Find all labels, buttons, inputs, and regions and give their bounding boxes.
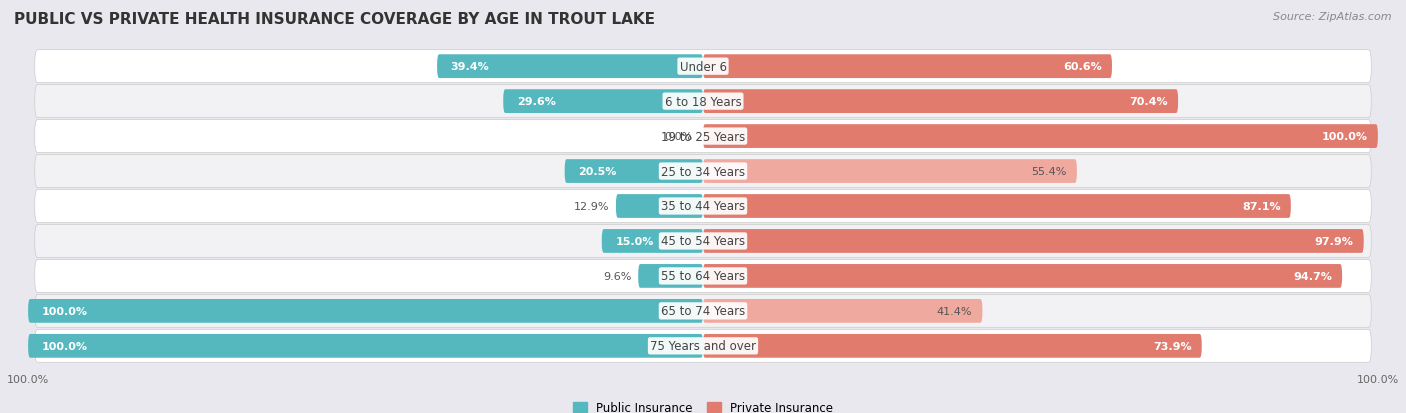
Text: Source: ZipAtlas.com: Source: ZipAtlas.com xyxy=(1274,12,1392,22)
Text: 100.0%: 100.0% xyxy=(42,341,87,351)
Text: Under 6: Under 6 xyxy=(679,61,727,74)
FancyBboxPatch shape xyxy=(35,260,1371,293)
Text: 70.4%: 70.4% xyxy=(1129,97,1168,107)
FancyBboxPatch shape xyxy=(35,330,1371,362)
FancyBboxPatch shape xyxy=(35,120,1371,153)
Text: 25 to 34 Years: 25 to 34 Years xyxy=(661,165,745,178)
FancyBboxPatch shape xyxy=(437,55,703,79)
Text: 60.6%: 60.6% xyxy=(1063,62,1102,72)
Text: 97.9%: 97.9% xyxy=(1315,236,1354,247)
FancyBboxPatch shape xyxy=(703,90,1178,114)
FancyBboxPatch shape xyxy=(703,334,1202,358)
FancyBboxPatch shape xyxy=(35,85,1371,118)
FancyBboxPatch shape xyxy=(703,264,1343,288)
FancyBboxPatch shape xyxy=(703,195,1291,218)
Text: 65 to 74 Years: 65 to 74 Years xyxy=(661,305,745,318)
Text: 9.6%: 9.6% xyxy=(603,271,631,281)
Text: 87.1%: 87.1% xyxy=(1241,202,1281,211)
FancyBboxPatch shape xyxy=(503,90,703,114)
FancyBboxPatch shape xyxy=(703,55,1112,79)
FancyBboxPatch shape xyxy=(28,334,703,358)
FancyBboxPatch shape xyxy=(35,225,1371,258)
FancyBboxPatch shape xyxy=(703,160,1077,183)
FancyBboxPatch shape xyxy=(28,299,703,323)
Text: 94.7%: 94.7% xyxy=(1294,271,1331,281)
FancyBboxPatch shape xyxy=(602,230,703,253)
FancyBboxPatch shape xyxy=(616,195,703,218)
Text: 6 to 18 Years: 6 to 18 Years xyxy=(665,95,741,108)
Text: 75 Years and over: 75 Years and over xyxy=(650,339,756,352)
Text: 20.5%: 20.5% xyxy=(578,166,616,177)
FancyBboxPatch shape xyxy=(35,155,1371,188)
FancyBboxPatch shape xyxy=(703,230,1364,253)
Text: 73.9%: 73.9% xyxy=(1153,341,1192,351)
FancyBboxPatch shape xyxy=(35,295,1371,328)
Text: 12.9%: 12.9% xyxy=(574,202,609,211)
FancyBboxPatch shape xyxy=(638,264,703,288)
Text: 29.6%: 29.6% xyxy=(517,97,555,107)
FancyBboxPatch shape xyxy=(565,160,703,183)
Text: PUBLIC VS PRIVATE HEALTH INSURANCE COVERAGE BY AGE IN TROUT LAKE: PUBLIC VS PRIVATE HEALTH INSURANCE COVER… xyxy=(14,12,655,27)
Text: 35 to 44 Years: 35 to 44 Years xyxy=(661,200,745,213)
Text: 55 to 64 Years: 55 to 64 Years xyxy=(661,270,745,283)
Text: 45 to 54 Years: 45 to 54 Years xyxy=(661,235,745,248)
FancyBboxPatch shape xyxy=(35,190,1371,223)
Legend: Public Insurance, Private Insurance: Public Insurance, Private Insurance xyxy=(572,401,834,413)
Text: 100.0%: 100.0% xyxy=(1322,132,1368,142)
Text: 0.0%: 0.0% xyxy=(665,132,693,142)
Text: 19 to 25 Years: 19 to 25 Years xyxy=(661,130,745,143)
Text: 100.0%: 100.0% xyxy=(42,306,87,316)
FancyBboxPatch shape xyxy=(35,51,1371,83)
FancyBboxPatch shape xyxy=(703,125,1378,149)
Text: 15.0%: 15.0% xyxy=(616,236,654,247)
FancyBboxPatch shape xyxy=(703,299,983,323)
Text: 39.4%: 39.4% xyxy=(450,62,489,72)
Text: 41.4%: 41.4% xyxy=(936,306,973,316)
Text: 55.4%: 55.4% xyxy=(1032,166,1067,177)
